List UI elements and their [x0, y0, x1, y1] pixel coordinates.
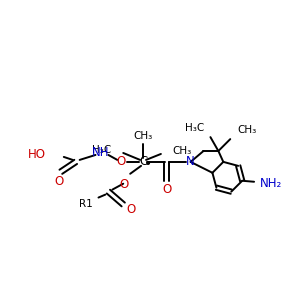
Text: O: O — [117, 155, 126, 168]
Text: C: C — [139, 155, 147, 168]
Text: N: N — [186, 155, 195, 168]
Text: R1: R1 — [79, 200, 92, 209]
Text: CH₃: CH₃ — [134, 131, 153, 141]
Text: O: O — [127, 203, 136, 216]
Text: H₃C: H₃C — [185, 123, 205, 133]
Text: NH₂: NH₂ — [260, 177, 282, 190]
Text: NH: NH — [92, 146, 109, 160]
Text: HO: HO — [28, 148, 46, 161]
Text: O: O — [162, 183, 172, 196]
Text: CH₃: CH₃ — [237, 125, 256, 135]
Text: H₃C: H₃C — [92, 145, 111, 155]
Text: O: O — [54, 175, 64, 188]
Text: •: • — [144, 157, 152, 171]
Text: CH₃: CH₃ — [173, 146, 192, 156]
Text: O: O — [120, 178, 129, 191]
